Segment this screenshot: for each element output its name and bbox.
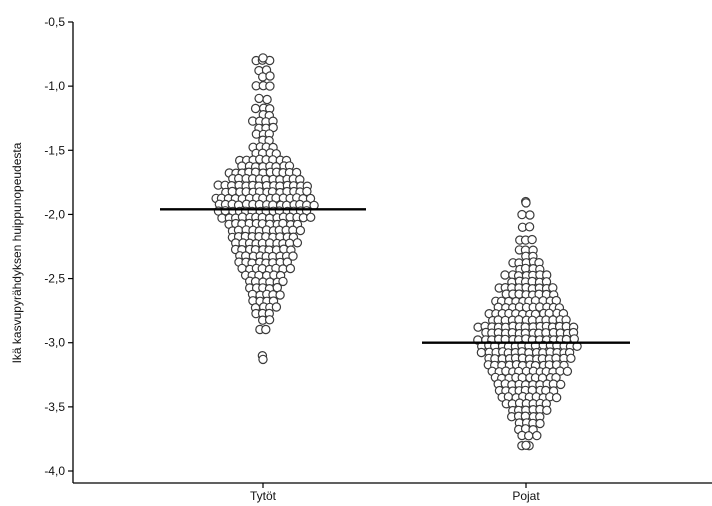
data-point xyxy=(258,53,268,63)
data-point xyxy=(527,234,537,245)
y-tick-label: -2,0 xyxy=(44,207,65,221)
data-point xyxy=(556,379,566,390)
data-point xyxy=(524,431,534,441)
mean-lines xyxy=(160,208,630,344)
data-point xyxy=(250,103,261,114)
data-point xyxy=(532,430,542,441)
data-point xyxy=(542,405,552,415)
data-point xyxy=(261,324,271,335)
y-tick-label: -4,0 xyxy=(44,464,65,478)
y-tick-label: -3,5 xyxy=(44,400,65,414)
data-point xyxy=(476,347,487,358)
data-point xyxy=(517,209,527,220)
x-category-label: Pojat xyxy=(512,489,540,503)
data-point xyxy=(265,81,275,91)
data-point xyxy=(254,93,264,104)
data-point xyxy=(288,251,298,261)
data-point xyxy=(295,225,306,236)
data-point xyxy=(562,366,573,376)
data-point xyxy=(551,392,562,403)
data-point xyxy=(521,440,531,450)
data-point xyxy=(521,198,531,208)
data-point xyxy=(306,212,316,222)
y-tick-label: -2,5 xyxy=(44,272,65,286)
data-point xyxy=(524,222,535,232)
data-points xyxy=(211,53,582,451)
data-point xyxy=(285,263,296,274)
data-point xyxy=(265,71,275,81)
y-axis-title: Ikä kasvupyrähdyksen huippunopeudesta xyxy=(10,142,24,363)
data-point xyxy=(566,353,576,363)
data-point xyxy=(271,302,282,312)
y-tick-label: -3,0 xyxy=(44,336,65,350)
data-point xyxy=(525,210,535,220)
y-tick-label: -1,0 xyxy=(44,79,65,93)
axes: -0,5 -1,0 -1,5 -2,0 -2,5 -3,0 -3,5 -4,0 Tytöt Poj… xyxy=(44,15,712,503)
data-point xyxy=(275,290,285,300)
data-point xyxy=(278,276,288,287)
data-point xyxy=(264,315,275,325)
data-point xyxy=(535,418,545,429)
y-tick-label: -0,5 xyxy=(44,15,65,29)
data-point xyxy=(500,270,510,280)
data-point xyxy=(292,238,303,248)
y-tick-label: -1,5 xyxy=(44,143,65,157)
data-point xyxy=(262,94,272,105)
x-category-label: Tytöt xyxy=(250,489,277,503)
data-point xyxy=(258,354,268,365)
